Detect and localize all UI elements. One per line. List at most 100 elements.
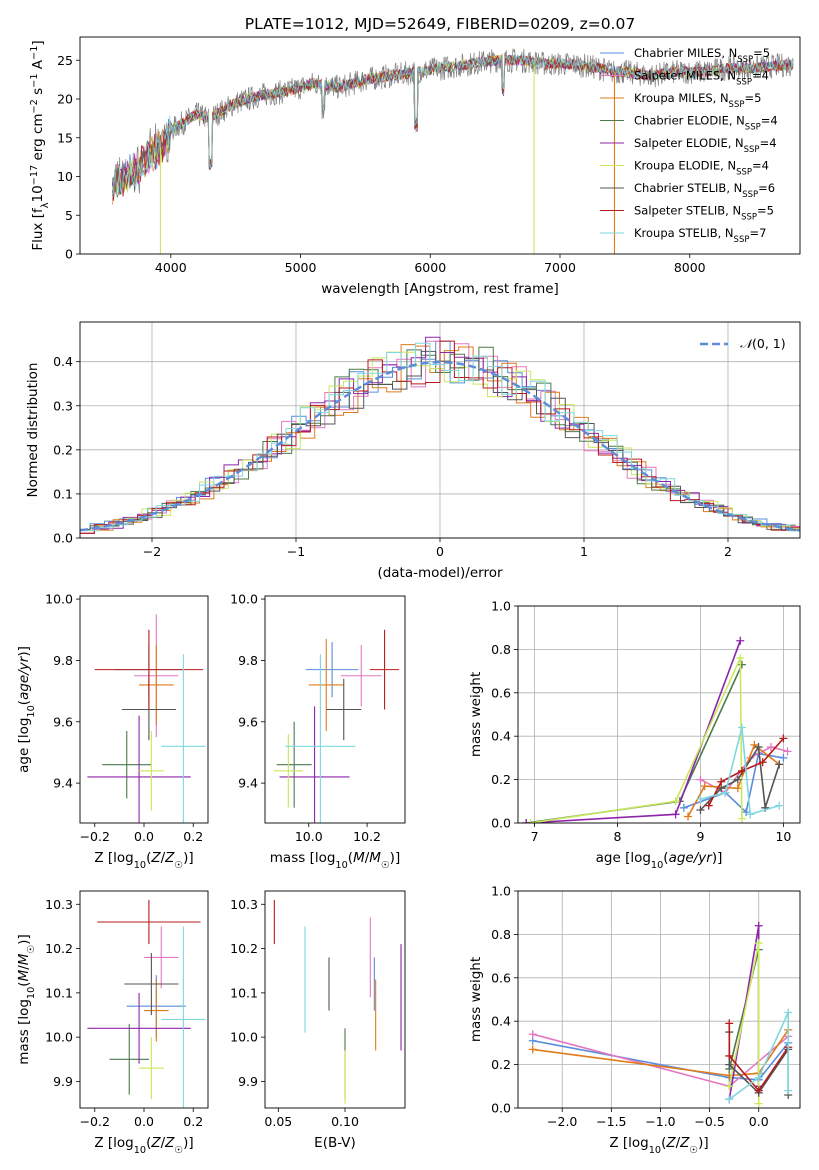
y-axis-label: Flux [fλ10−17 erg cm−2 s−1 A−1]	[29, 40, 51, 250]
weight-point	[737, 723, 746, 732]
label-part: −1	[29, 46, 40, 60]
weight-point	[679, 803, 688, 812]
weight-series-chabrier-elodie	[522, 660, 746, 823]
x-tick-label: −0.5	[694, 1114, 724, 1129]
y-axis-label: mass [log10(M/M☉)]	[16, 934, 37, 1064]
y-tick-label: 0.4	[491, 729, 511, 744]
label-part: mass weight	[468, 957, 484, 1042]
legend-name: Salpeter ELODIE, N	[634, 136, 744, 150]
plot-area-mass_vs_Z	[87, 899, 206, 1108]
weight-point	[746, 810, 755, 819]
x-tick-label: 2	[724, 544, 732, 559]
label-part: (data-model)/error	[377, 565, 503, 581]
x-tick-label: 7	[531, 829, 539, 844]
label-part: )]	[16, 934, 32, 945]
residual-hist-chabrier-elodie	[80, 346, 796, 530]
weight-point	[775, 801, 784, 810]
label-part: /	[161, 1135, 166, 1151]
legend-value: =4	[760, 136, 777, 150]
label-part: ☉	[26, 945, 37, 954]
residual-hist-kroupa-elodie	[84, 351, 800, 531]
y-tick-label: 1.0	[491, 884, 511, 899]
legend-value: =4	[752, 69, 769, 83]
label-part: M	[16, 969, 32, 981]
weight-point	[784, 1086, 793, 1095]
y-tick-label: 9.4	[238, 776, 258, 791]
plot-area-residuals	[80, 336, 800, 534]
y-axis-label: age [log10(age/yr)]	[16, 646, 37, 773]
x-axis-label: age [log10(age/yr)]	[596, 850, 723, 871]
label-part: Z [log	[94, 1135, 133, 1151]
x-axis-label: Z [log10(Z/Z☉)]	[94, 850, 193, 871]
errorbar-kroupa-stelib	[161, 654, 206, 823]
x-tick-label: 0.2	[183, 1114, 203, 1129]
x-tick-label: 0.0	[134, 1114, 154, 1129]
label-part: Z [log	[94, 850, 133, 866]
plot-area-age_vs_mass	[273, 629, 400, 823]
legend-value: =5	[744, 91, 761, 105]
residual-hist-chabrier-stelib	[80, 350, 796, 531]
legend-name: Salpeter MILES, N	[634, 69, 736, 83]
legend-value: =7	[749, 226, 766, 240]
errorbar-kroupa-elodie	[139, 730, 164, 811]
y-tick-label: 0.2	[53, 442, 73, 457]
weight-series-kroupa-stelib	[696, 723, 784, 819]
y-tick-label: 9.9	[53, 1074, 73, 1089]
x-axis-label: Z [log10(Z/Z☉)]	[609, 1135, 708, 1156]
label-part: Flux [f	[30, 207, 46, 251]
x-tick-label: −2.0	[547, 1114, 577, 1129]
y-tick-label: 10.0	[230, 1030, 258, 1045]
weight-point	[725, 1082, 734, 1091]
panel-spectrum: 4000 5000 6000 7000 8000 0 5 10 15 20 25 wavelength…	[29, 36, 801, 297]
weight-point	[742, 808, 751, 817]
label-part: mass weight	[468, 672, 484, 757]
x-tick-label: 5000	[285, 260, 317, 275]
y-tick-label: 10.2	[230, 941, 258, 956]
legend-value: =5	[757, 204, 774, 218]
legend-label: Kroupa ELODIE, NSSP=4	[634, 159, 769, 178]
y-tick-label: 0.0	[53, 531, 73, 546]
weight-point	[736, 654, 745, 663]
label-part: 10	[134, 1145, 146, 1156]
axes-frame	[79, 36, 801, 255]
panel-weight_vs_Z: −2.0 −1.5 −1.0 −0.5 0.0 0.0 0.2 0.4 0.6 0.8 1.0 Z […	[468, 884, 801, 1156]
y-tick-label: 0.1	[53, 486, 73, 501]
legend-value: =4	[761, 114, 778, 128]
weight-point	[779, 753, 788, 762]
weight-point	[754, 743, 763, 752]
weight-point	[528, 1045, 537, 1054]
x-tick-label: −1.0	[645, 1114, 675, 1129]
plot-area-age_vs_Z	[87, 614, 206, 823]
label-part: A	[30, 59, 46, 73]
y-tick-label: 20	[57, 92, 73, 107]
axes-frame	[264, 890, 406, 1109]
weight-point	[528, 1030, 537, 1039]
label-part: M	[353, 850, 365, 866]
label-part: Z	[164, 1135, 175, 1151]
legend-name: Salpeter STELIB, N	[634, 204, 741, 218]
weight-point	[721, 788, 730, 797]
x-tick-label: 0.10	[331, 1114, 359, 1129]
y-tick-label: 9.9	[238, 1074, 258, 1089]
label-part: wavelength [Angstrom, rest frame]	[321, 281, 559, 297]
weight-series-salpeter-elodie	[522, 636, 745, 823]
label-part: )]	[183, 1135, 194, 1151]
x-tick-label: 0.05	[264, 1114, 292, 1129]
weight-point	[733, 775, 742, 784]
label-part: Z	[164, 850, 175, 866]
plot-area-weight_vs_Z	[528, 921, 793, 1108]
errorbar-chabrier-miles	[305, 642, 359, 698]
legend-sub: SSP	[745, 123, 761, 133]
weight-point	[717, 777, 726, 786]
legend-name: Kroupa MILES, N	[634, 91, 729, 105]
x-axis-label: E(B-V)	[314, 1135, 356, 1151]
label-part: −2	[29, 99, 40, 113]
x-tick-label: 0	[436, 544, 444, 559]
label-part: −17	[29, 165, 40, 186]
errorbar-salpeter-elodie	[87, 715, 191, 823]
label-part: /	[161, 850, 166, 866]
weight-point	[704, 801, 713, 810]
